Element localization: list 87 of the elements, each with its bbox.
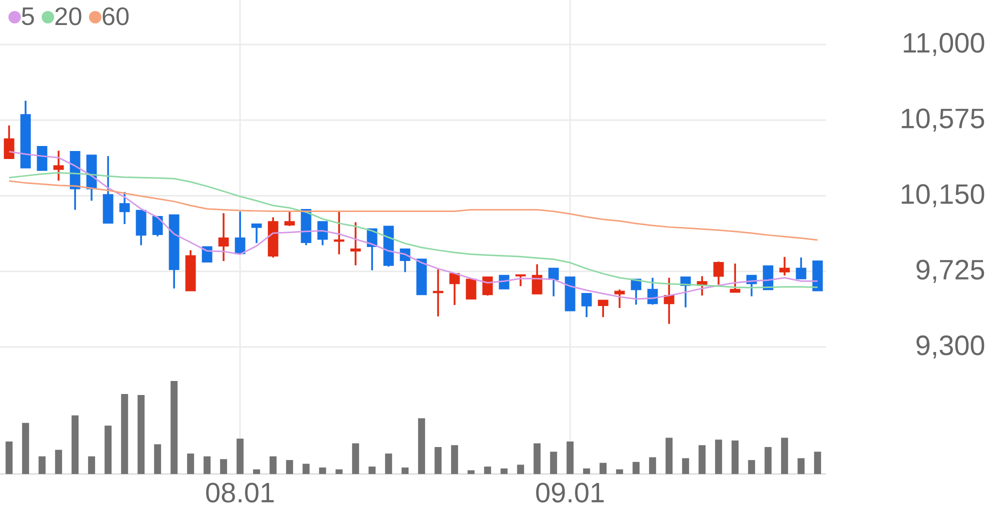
candlestick xyxy=(532,263,542,295)
x-tick-label: 08.01 xyxy=(206,482,274,503)
candlestick xyxy=(234,210,246,254)
bar xyxy=(534,443,541,474)
candlestick xyxy=(779,256,790,276)
bar xyxy=(566,441,574,474)
bar xyxy=(138,394,145,474)
bar xyxy=(72,415,79,474)
y-tick-label: 10,150 xyxy=(902,184,984,208)
bar xyxy=(402,467,409,474)
bar xyxy=(352,443,360,474)
candlestick xyxy=(796,256,806,280)
candlestick xyxy=(202,246,212,263)
bar xyxy=(798,458,805,474)
bar xyxy=(286,460,294,474)
bar xyxy=(781,438,788,474)
y-tick-label: 9,725 xyxy=(916,260,984,283)
bar xyxy=(319,467,326,474)
y-tick-label: 11,000 xyxy=(904,32,984,56)
candlestick xyxy=(730,262,740,294)
bar xyxy=(484,466,492,474)
bar xyxy=(55,450,62,474)
bar xyxy=(715,440,722,474)
candlestick xyxy=(449,272,460,306)
legend-label: 20 xyxy=(55,7,82,26)
bar xyxy=(154,444,162,474)
bar xyxy=(170,381,178,474)
bar xyxy=(270,456,277,474)
candlestick xyxy=(466,278,476,300)
bar xyxy=(368,466,376,474)
bar xyxy=(22,422,30,474)
bar xyxy=(121,394,128,474)
candlestick xyxy=(515,274,526,288)
legend-label: 5 xyxy=(22,7,34,26)
bar xyxy=(500,468,508,474)
bar xyxy=(616,469,624,474)
bar xyxy=(632,462,640,474)
y-tick-label: 10,575 xyxy=(902,108,984,132)
candlestick xyxy=(482,276,493,296)
candlestick xyxy=(251,223,262,244)
bar xyxy=(764,447,772,474)
bar xyxy=(434,447,442,474)
bar xyxy=(220,459,228,474)
bar xyxy=(748,460,756,474)
bar xyxy=(104,426,112,474)
bar xyxy=(468,470,475,474)
bar xyxy=(583,468,590,474)
bar xyxy=(187,454,194,474)
bar xyxy=(253,469,260,474)
candlestick xyxy=(581,292,592,318)
bar xyxy=(666,438,673,474)
candlestick xyxy=(4,124,14,160)
bar xyxy=(732,440,739,474)
bar xyxy=(682,458,690,474)
bar xyxy=(302,464,310,474)
candlestick xyxy=(334,210,344,256)
bar xyxy=(600,462,607,474)
bar xyxy=(517,464,524,474)
candlestick xyxy=(548,267,559,298)
candlestick xyxy=(614,288,625,309)
bar xyxy=(336,469,343,474)
bar xyxy=(418,418,426,474)
bar xyxy=(6,441,13,474)
bar xyxy=(649,457,656,474)
x-tick-label: 09.01 xyxy=(536,482,604,503)
y-tick-label: 9,300 xyxy=(916,335,984,359)
candlestick xyxy=(713,260,724,286)
candlestick xyxy=(53,150,64,182)
candlestick xyxy=(498,274,510,290)
bar xyxy=(88,456,96,474)
candlestick xyxy=(432,268,444,318)
bar xyxy=(385,454,392,474)
candlestick xyxy=(284,210,295,227)
bar xyxy=(550,452,558,474)
candlestick xyxy=(119,191,130,225)
candlestick xyxy=(218,212,229,262)
candlestick xyxy=(598,299,608,318)
bar xyxy=(204,456,211,474)
bar xyxy=(38,456,46,474)
bar xyxy=(814,452,822,474)
legend-label: 60 xyxy=(102,7,129,26)
bar xyxy=(451,445,458,474)
bar xyxy=(698,445,706,474)
candlestick xyxy=(317,220,328,246)
candlestick xyxy=(350,221,361,266)
candlestick xyxy=(400,248,410,273)
bar xyxy=(236,438,244,474)
